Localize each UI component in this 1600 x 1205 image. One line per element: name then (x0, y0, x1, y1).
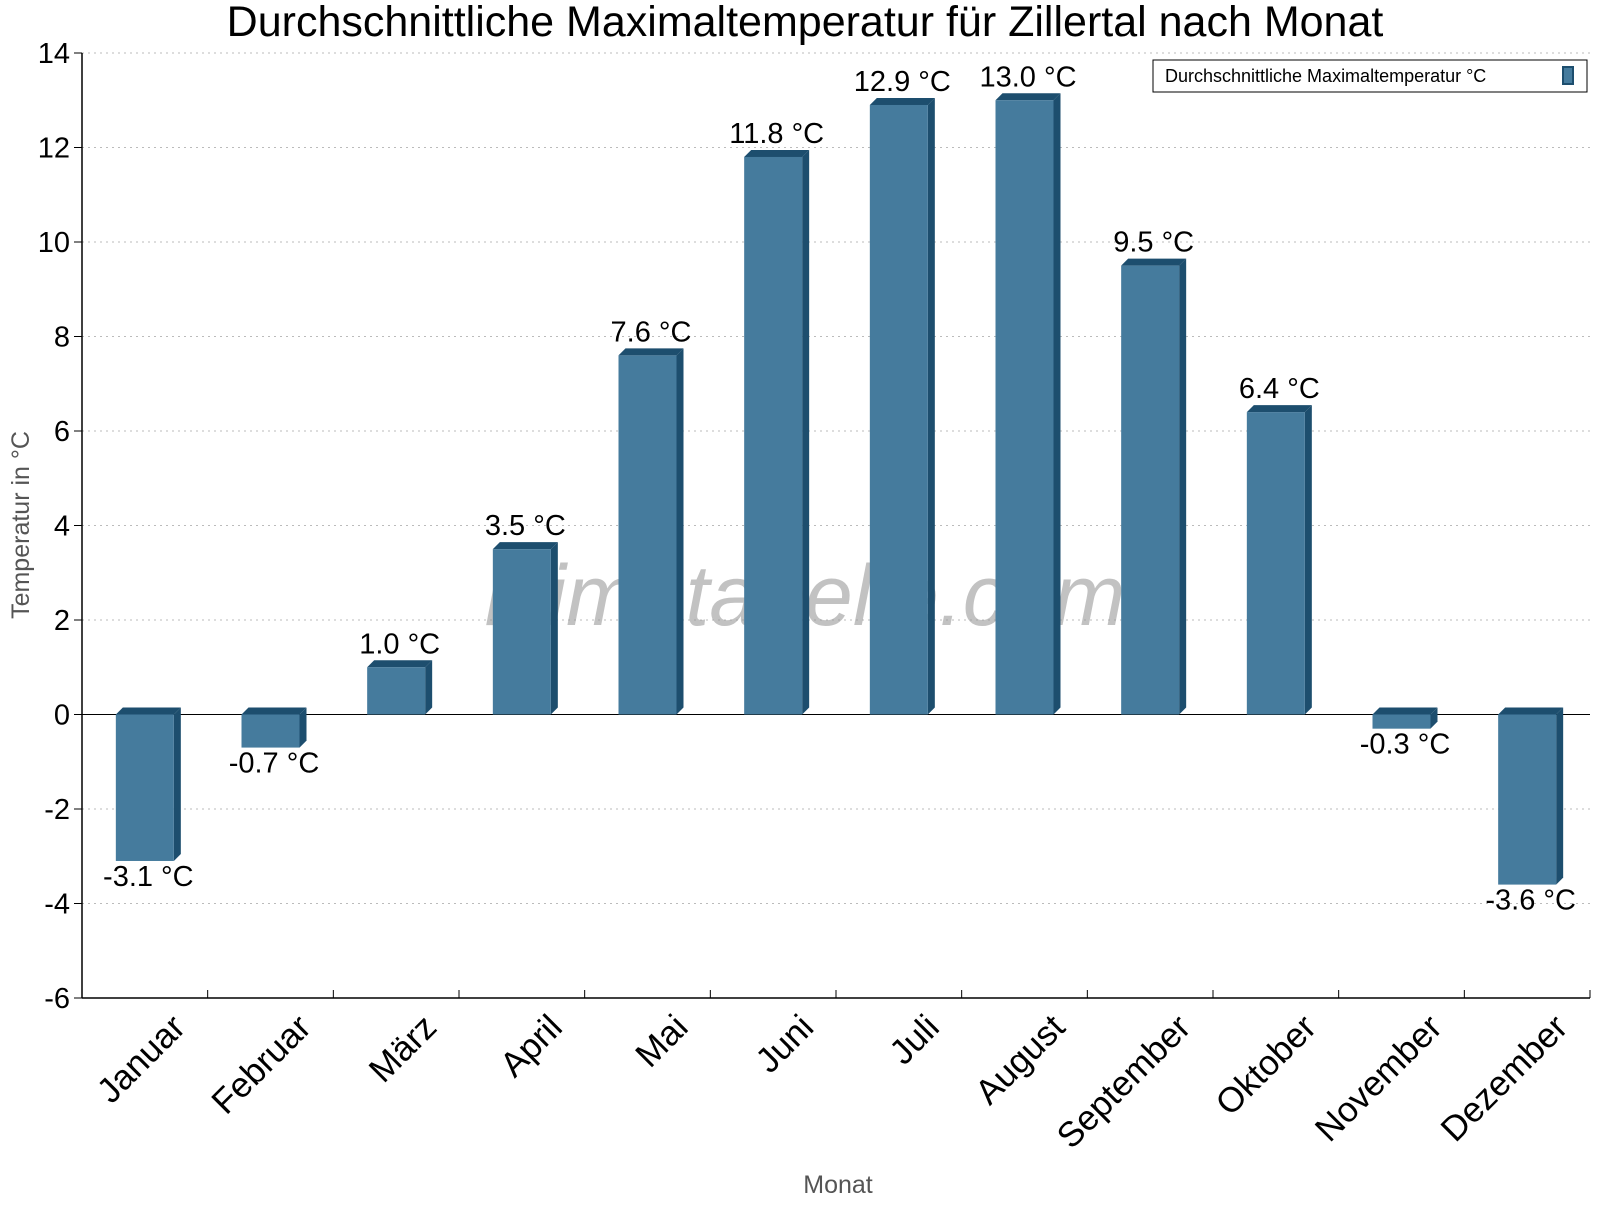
x-tick-label: September (1050, 1007, 1199, 1156)
data-label: 7.6 °C (611, 316, 692, 348)
bar-top (744, 149, 810, 157)
bar (492, 549, 551, 715)
bars (115, 93, 1564, 885)
bar (367, 667, 426, 715)
bar-top (241, 707, 307, 715)
bar-side (299, 707, 307, 748)
data-labels: -3.1 °C -0.7 °C 1.0 °C 3.5 °C 7.6 °C 11.8 °C 1… (103, 61, 1576, 916)
bar-group (1246, 405, 1312, 715)
y-tick-label: 14 (38, 38, 70, 70)
bar-group (744, 149, 810, 715)
x-tick-label: Januar (90, 1007, 193, 1110)
y-tick-label: 2 (54, 605, 70, 637)
data-label: 3.5 °C (485, 510, 566, 542)
x-tick-label: Juni (748, 1007, 821, 1080)
bar-top (1121, 258, 1187, 266)
y-tick-label: 10 (38, 227, 70, 259)
legend-label: Durchschnittliche Maximaltemperatur °C (1165, 66, 1486, 86)
x-tick-labels: Januar Februar März April Mai Juni Juli AugustS… (90, 1007, 1576, 1156)
x-tick-label: April (493, 1007, 570, 1084)
bar-top (869, 97, 935, 105)
bar-group (367, 660, 433, 715)
bar-group (869, 97, 935, 715)
y-tick-label: -2 (44, 794, 70, 826)
bar (1498, 714, 1557, 885)
bar (1372, 714, 1431, 729)
bar (1246, 412, 1305, 715)
y-tick-label: -4 (44, 889, 70, 921)
legend-swatch (1562, 66, 1574, 85)
bar-side (173, 707, 181, 861)
y-tick-label: 4 (54, 511, 70, 543)
x-tick-label: August (968, 1007, 1073, 1112)
data-label: 11.8 °C (729, 118, 824, 150)
bar-top (492, 542, 558, 550)
data-label: -3.1 °C (103, 861, 194, 893)
bar-side (802, 149, 810, 715)
y-tick-labels: -6 -4 -2 0 2 4 6 8 10 12 14 (38, 38, 70, 1015)
y-tick-label: 6 (54, 416, 70, 448)
bar (744, 156, 803, 715)
y-axis-title: Temperatur in °C (7, 431, 35, 619)
x-tick-label: März (362, 1007, 445, 1090)
x-tick-label: Oktober (1208, 1007, 1324, 1123)
x-tick-label: Mai (628, 1007, 695, 1074)
bar-top (995, 93, 1061, 101)
x-axis-title: Monat (803, 1171, 873, 1199)
bar-top (618, 348, 684, 356)
x-tick-label: Juli (882, 1007, 947, 1072)
y-tick-label: 0 (54, 700, 70, 732)
y-tick-label: 12 (38, 133, 70, 165)
bar-group (115, 707, 181, 861)
bar-top (1372, 707, 1438, 715)
legend-box (1152, 59, 1588, 93)
bar-side (550, 542, 558, 715)
data-label: -3.6 °C (1485, 885, 1576, 917)
bar-group (1498, 707, 1564, 885)
bar (618, 355, 677, 715)
bar-side (1304, 405, 1312, 715)
bar-group (618, 348, 684, 715)
bar-group (241, 707, 307, 748)
bar (995, 100, 1054, 715)
bar-group (1372, 707, 1438, 729)
data-label: 9.5 °C (1113, 227, 1194, 259)
bar-side (676, 348, 684, 715)
bar-top (115, 707, 181, 715)
data-label: 6.4 °C (1239, 373, 1320, 405)
bar (241, 714, 300, 748)
legend: Durchschnittliche Maximaltemperatur °C (1152, 59, 1588, 93)
data-label: 1.0 °C (359, 628, 440, 660)
bar-side (927, 97, 935, 715)
bar-side (425, 660, 433, 715)
chart-title: Durchschnittliche Maximaltemperatur für … (227, 0, 1384, 46)
y-tick-label: -6 (44, 983, 70, 1015)
bar-group (492, 542, 558, 715)
data-label: 12.9 °C (854, 66, 951, 98)
y-tick-label: 8 (54, 322, 70, 354)
x-tick-label: Februar (204, 1007, 318, 1121)
bar-side (1430, 707, 1438, 729)
bar (115, 714, 174, 861)
x-tick-label: Dezember (1433, 1007, 1575, 1149)
bar-side (1556, 707, 1564, 885)
bar (1121, 265, 1180, 715)
data-label: -0.3 °C (1360, 729, 1451, 761)
bar-side (1053, 93, 1061, 715)
bar-group (1121, 258, 1187, 715)
data-label: 13.0 °C (979, 61, 1076, 93)
axes (74, 52, 1591, 999)
bar-group (995, 93, 1061, 715)
bar-top (367, 660, 433, 668)
data-label: -0.7 °C (229, 748, 320, 780)
bar (869, 104, 928, 715)
x-tick-label: November (1308, 1007, 1450, 1149)
bar-top (1246, 405, 1312, 413)
bar-side (1179, 258, 1187, 715)
bar-top (1498, 707, 1564, 715)
